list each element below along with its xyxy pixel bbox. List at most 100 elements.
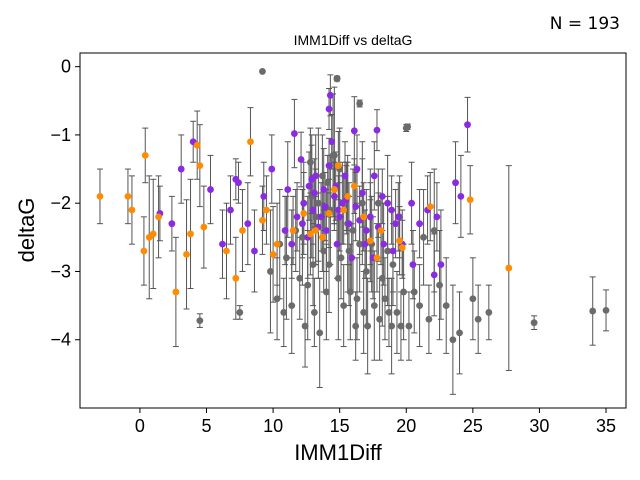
data-point-purple bbox=[281, 227, 289, 234]
data-point-gray bbox=[385, 309, 393, 316]
data-point-gray bbox=[410, 288, 418, 296]
data-point-purple bbox=[322, 227, 330, 234]
data-point-orange bbox=[373, 254, 381, 262]
data-point-orange bbox=[200, 223, 208, 231]
data-point-purple bbox=[370, 172, 378, 180]
data-point-purple bbox=[388, 206, 396, 214]
data-point-purple bbox=[341, 172, 349, 180]
data-point-gray bbox=[309, 261, 317, 269]
x-tick-label: 35 bbox=[596, 416, 616, 436]
data-point-purple bbox=[362, 227, 370, 234]
data-point-gray bbox=[416, 302, 423, 309]
data-point-orange bbox=[360, 213, 368, 221]
data-point-gray bbox=[436, 281, 443, 289]
data-point-orange bbox=[273, 240, 281, 248]
data-point-gray bbox=[425, 315, 433, 323]
data-point-orange bbox=[196, 162, 204, 170]
data-point-orange bbox=[259, 216, 266, 224]
x-tick-label: 30 bbox=[529, 416, 549, 436]
data-point-purple bbox=[352, 203, 360, 211]
data-point-gray bbox=[312, 213, 320, 221]
data-point-purple bbox=[298, 220, 306, 228]
data-point-gray bbox=[362, 268, 370, 275]
data-point-purple bbox=[334, 206, 342, 214]
data-point-orange bbox=[263, 206, 270, 214]
data-point-gray bbox=[283, 254, 290, 262]
data-point-orange bbox=[124, 192, 132, 200]
data-point-gray bbox=[273, 295, 281, 303]
data-point-purple bbox=[168, 220, 176, 228]
data-point-gray bbox=[389, 261, 397, 269]
data-point-gray bbox=[384, 247, 392, 255]
sample-count-label: N = 193 bbox=[549, 14, 620, 34]
data-point-purple bbox=[464, 121, 471, 129]
data-point-gray bbox=[325, 261, 333, 269]
data-point-purple bbox=[408, 199, 415, 207]
data-point-orange bbox=[155, 213, 162, 221]
data-point-gray bbox=[405, 322, 413, 330]
points-layer bbox=[96, 68, 610, 344]
data-point-orange bbox=[141, 152, 149, 159]
data-point-purple bbox=[308, 175, 316, 183]
y-tick-label: 0 bbox=[61, 57, 71, 77]
data-point-gray bbox=[259, 68, 266, 75]
data-point-orange bbox=[318, 233, 326, 241]
data-point-orange bbox=[366, 237, 374, 245]
data-point-orange bbox=[340, 206, 348, 214]
x-tick-label: 15 bbox=[330, 416, 350, 436]
data-point-gray bbox=[469, 295, 477, 303]
data-point-purple bbox=[373, 126, 381, 134]
data-point-purple bbox=[227, 206, 234, 214]
data-point-orange bbox=[172, 288, 180, 296]
data-point-gray bbox=[236, 309, 244, 316]
data-point-orange bbox=[193, 141, 201, 149]
data-point-gray bbox=[314, 199, 322, 207]
data-point-purple bbox=[457, 192, 465, 200]
data-point-purple bbox=[244, 220, 252, 228]
data-point-orange bbox=[223, 247, 230, 255]
data-point-purple bbox=[207, 186, 214, 193]
data-point-gray bbox=[340, 302, 348, 309]
data-point-purple bbox=[394, 213, 402, 221]
data-point-purple bbox=[326, 91, 334, 99]
data-point-gray bbox=[316, 329, 324, 337]
data-point-gray bbox=[358, 199, 366, 207]
data-point-purple bbox=[392, 220, 400, 228]
data-point-gray bbox=[304, 281, 312, 289]
data-point-orange bbox=[330, 186, 338, 193]
data-point-purple bbox=[452, 179, 459, 187]
data-point-gray bbox=[352, 322, 360, 330]
data-point-gray bbox=[381, 295, 389, 303]
data-point-gray bbox=[353, 295, 361, 303]
data-point-purple bbox=[378, 192, 386, 200]
data-point-orange bbox=[396, 237, 404, 245]
data-point-gray bbox=[356, 240, 364, 248]
data-point-orange bbox=[247, 138, 254, 146]
data-point-purple bbox=[325, 162, 333, 170]
x-tick-label: 10 bbox=[263, 416, 283, 436]
data-point-orange bbox=[350, 182, 358, 190]
data-point-gray bbox=[485, 309, 493, 316]
data-point-gray bbox=[196, 317, 204, 325]
data-point-gray bbox=[400, 288, 408, 296]
data-point-purple bbox=[309, 206, 317, 214]
data-point-gray bbox=[322, 288, 330, 296]
x-tick-label: 25 bbox=[463, 416, 483, 436]
data-point-purple bbox=[288, 240, 296, 248]
data-point-gray bbox=[364, 322, 372, 330]
data-point-orange bbox=[466, 196, 474, 204]
data-point-gray bbox=[296, 274, 304, 282]
x-axis-ticks: 0 5 10 15 20 25 30 35 bbox=[135, 408, 616, 436]
data-point-orange bbox=[306, 230, 314, 238]
data-point-gray bbox=[320, 247, 328, 255]
data-point-purple bbox=[384, 199, 392, 207]
data-point-purple bbox=[177, 165, 185, 173]
x-tick-label: 5 bbox=[202, 416, 212, 436]
data-point-gray bbox=[602, 306, 610, 314]
data-point-purple bbox=[260, 192, 268, 200]
data-point-orange bbox=[505, 264, 513, 272]
data-point-purple bbox=[389, 247, 397, 255]
data-point-gray bbox=[329, 152, 337, 159]
data-point-purple bbox=[320, 186, 328, 193]
data-point-purple bbox=[300, 199, 308, 207]
